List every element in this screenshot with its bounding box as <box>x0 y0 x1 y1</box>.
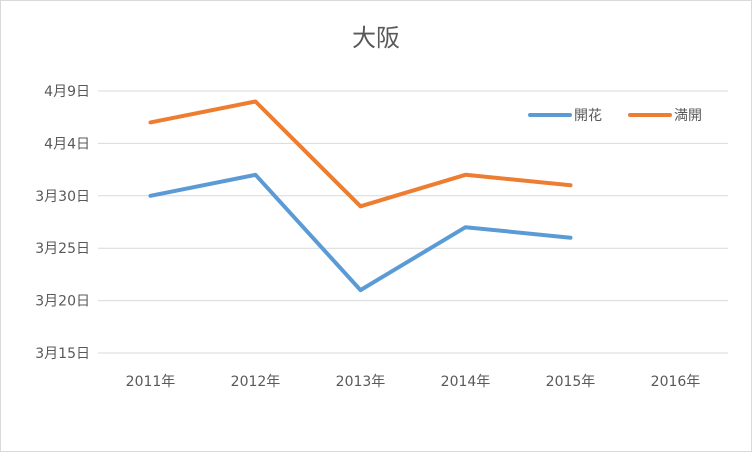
grid-lines <box>98 90 728 354</box>
y-axis-ticks: 4月9日 4月4日 3月30日 3月25日 3月20日 3月15日 <box>35 84 90 362</box>
legend: 開花 満開 <box>528 108 702 124</box>
y-tick-label: 3月15日 <box>35 346 90 362</box>
x-tick-label: 2013年 <box>336 374 386 390</box>
y-tick-label: 3月20日 <box>35 294 90 310</box>
x-tick-label: 2012年 <box>231 374 281 390</box>
legend-label: 開花 <box>574 108 602 124</box>
x-tick-label: 2014年 <box>441 374 491 390</box>
series-line <box>148 99 573 209</box>
x-tick-label: 2015年 <box>546 374 596 390</box>
y-tick-label: 3月25日 <box>35 241 90 257</box>
series-line <box>148 172 573 293</box>
series-lines <box>148 99 573 293</box>
legend-label: 満開 <box>674 108 702 124</box>
y-tick-label: 3月30日 <box>35 189 90 205</box>
y-tick-label: 4月4日 <box>44 136 90 152</box>
chart-title: 大阪 <box>352 24 400 52</box>
x-tick-label: 2016年 <box>651 374 701 390</box>
x-axis-ticks: 2011年 2012年 2013年 2014年 2015年 2016年 <box>126 374 701 390</box>
y-tick-label: 4月9日 <box>44 84 90 100</box>
x-tick-label: 2011年 <box>126 374 176 390</box>
